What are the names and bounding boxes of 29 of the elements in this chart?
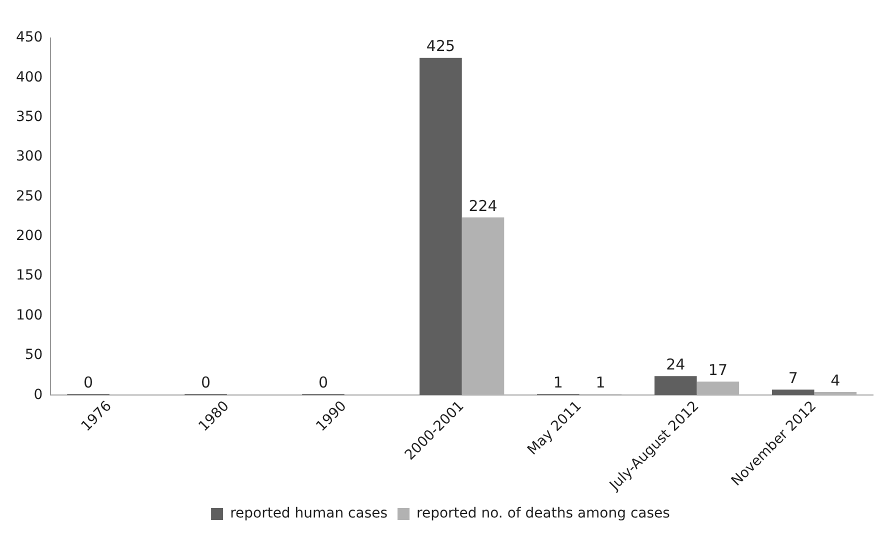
legend-label: reported human cases: [230, 506, 388, 522]
y-tick-label: 0: [34, 386, 43, 403]
y-tick-label: 150: [16, 268, 43, 284]
y-tick-label: 200: [16, 228, 43, 244]
y-tick-label: 400: [16, 69, 43, 86]
data-label: 0: [84, 374, 94, 392]
data-label: 1: [553, 374, 563, 392]
y-tick-label: 50: [24, 347, 43, 364]
legend-label: reported no. of deaths among cases: [416, 506, 670, 522]
data-label: 1: [596, 374, 606, 392]
data-label: 24: [666, 355, 686, 374]
bar: [420, 58, 462, 396]
y-tick-label: 450: [16, 30, 43, 46]
bar: [772, 390, 814, 396]
data-label: 17: [708, 361, 728, 380]
y-tick-label: 100: [16, 307, 43, 324]
data-label: 224: [468, 196, 498, 215]
bar: [462, 217, 504, 396]
y-tick-label: 300: [16, 148, 43, 165]
bar: [814, 392, 857, 396]
bar: [696, 382, 740, 396]
bar: [654, 376, 697, 396]
data-label: 0: [318, 374, 328, 392]
data-label: 0: [201, 374, 211, 392]
y-tick-label: 250: [16, 188, 43, 204]
data-label: 4: [830, 371, 840, 390]
y-tick-label: 350: [16, 109, 43, 126]
data-label: 7: [788, 368, 798, 387]
data-label: 425: [426, 37, 456, 56]
